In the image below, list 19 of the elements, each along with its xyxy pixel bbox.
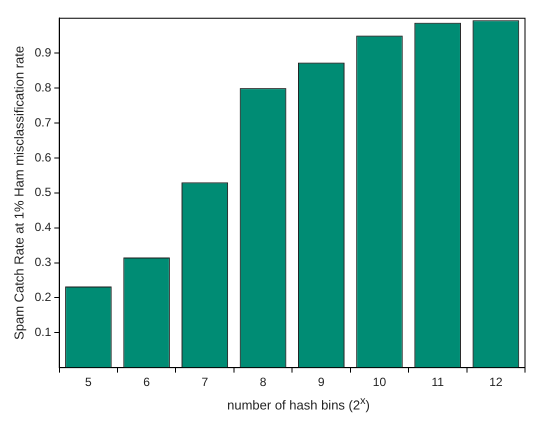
y-tick-label: 0.7 [34, 115, 52, 130]
x-axis-title: number of hash bins (2$^{x}$) [226, 395, 371, 412]
x-tick-label: 10 [372, 375, 386, 390]
y-tick-label: 0.2 [34, 290, 52, 304]
x-tick-label: 7 [201, 375, 208, 390]
y-axis-title: Spam Catch Rate at 1% Ham misclassification rate [11, 46, 26, 340]
x-tick-label: 12 [489, 375, 503, 390]
y-tick-label: 0.1 [34, 324, 52, 339]
y-tick-label: 0.4 [34, 220, 52, 234]
y-tick-label: 0.8 [34, 80, 52, 94]
y-tick-label: 0.5 [34, 185, 52, 200]
x-tick-label: 5 [85, 375, 92, 390]
x-tick-label: 8 [260, 375, 267, 390]
y-tick-label: 0.3 [34, 255, 52, 270]
x-tick-label: 6 [143, 375, 150, 390]
y-tick-label: 0.9 [34, 45, 52, 60]
x-tick-label: 11 [431, 375, 444, 390]
x-tick-label: 9 [318, 375, 325, 390]
y-tick-label: 0.6 [34, 150, 52, 164]
